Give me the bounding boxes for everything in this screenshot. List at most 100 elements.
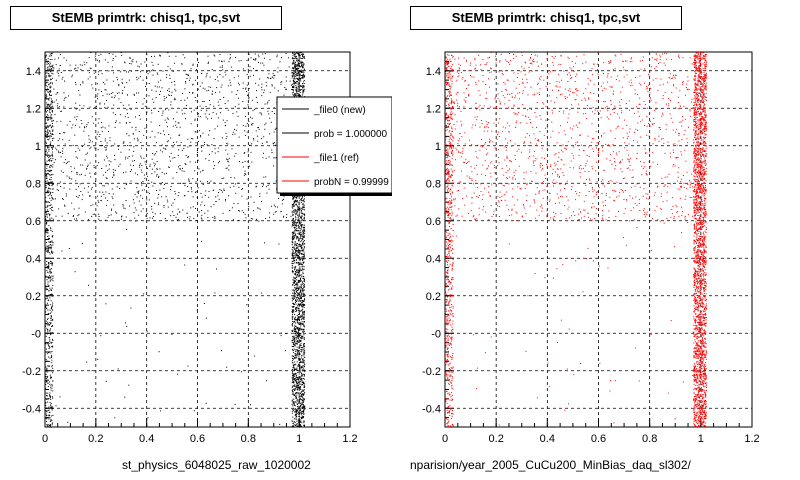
scatter-point bbox=[242, 82, 244, 84]
scatter-point bbox=[253, 68, 254, 70]
scatter-point bbox=[47, 110, 49, 112]
scatter-point bbox=[185, 82, 187, 84]
scatter-point bbox=[74, 218, 75, 220]
scatter-point bbox=[293, 258, 295, 260]
scatter-point bbox=[297, 85, 299, 87]
scatter-point bbox=[107, 169, 109, 171]
scatter-point bbox=[301, 389, 303, 391]
scatter-point bbox=[215, 113, 217, 115]
scatter-point bbox=[249, 75, 251, 77]
scatter-point bbox=[51, 247, 53, 249]
scatter-point bbox=[83, 130, 85, 132]
scatter-point bbox=[161, 144, 163, 146]
scatter-point bbox=[300, 246, 302, 248]
scatter-point bbox=[301, 335, 303, 337]
scatter-point bbox=[292, 366, 294, 368]
scatter-point bbox=[51, 126, 52, 128]
scatter-point bbox=[300, 89, 302, 91]
scatter-point bbox=[221, 84, 223, 86]
scatter-point bbox=[301, 243, 303, 245]
scatter-point bbox=[296, 349, 298, 351]
scatter-point bbox=[100, 195, 102, 197]
scatter-point bbox=[266, 141, 268, 143]
scatter-point bbox=[296, 335, 298, 337]
scatter-point bbox=[222, 119, 224, 121]
scatter-point bbox=[45, 417, 47, 419]
scatter-point bbox=[303, 387, 305, 389]
scatter-point bbox=[55, 93, 57, 95]
scatter-point bbox=[297, 88, 299, 90]
scatter-point bbox=[297, 337, 299, 339]
scatter-point bbox=[293, 289, 295, 291]
scatter-point bbox=[292, 376, 294, 378]
scatter-point bbox=[292, 233, 294, 235]
scatter-point bbox=[126, 109, 128, 111]
scatter-point bbox=[172, 157, 174, 159]
scatter-point bbox=[118, 85, 120, 87]
scatter-point bbox=[189, 91, 190, 93]
scatter-point bbox=[303, 232, 305, 234]
y-tick-label: -0 bbox=[31, 328, 41, 340]
scatter-point bbox=[46, 131, 48, 133]
scatter-point bbox=[146, 54, 148, 56]
scatter-point bbox=[291, 86, 293, 88]
scatter-point bbox=[297, 392, 299, 393]
scatter-point bbox=[293, 367, 295, 369]
scatter-point bbox=[245, 173, 247, 175]
scatter-point bbox=[234, 128, 235, 130]
scatter-point bbox=[235, 192, 237, 194]
scatter-point bbox=[304, 304, 306, 305]
scatter-point bbox=[47, 118, 49, 120]
scatter-point bbox=[292, 410, 294, 412]
scatter-point bbox=[68, 70, 70, 72]
scatter-point bbox=[226, 167, 228, 169]
scatter-point bbox=[300, 328, 302, 330]
scatter-point bbox=[296, 87, 298, 89]
scatter-point bbox=[297, 307, 299, 309]
scatter-point bbox=[49, 219, 51, 221]
scatter-point bbox=[47, 276, 49, 278]
scatter-point bbox=[69, 64, 71, 66]
x-tick-label: 0.2 bbox=[489, 433, 504, 445]
scatter-point bbox=[300, 202, 302, 203]
scatter-point bbox=[138, 190, 140, 192]
scatter-point bbox=[293, 217, 294, 219]
scatter-point bbox=[102, 126, 104, 128]
scatter-point bbox=[47, 251, 49, 253]
scatter-point bbox=[251, 124, 253, 126]
scatter-point bbox=[233, 77, 235, 79]
scatter-point bbox=[291, 410, 293, 412]
scatter-point bbox=[142, 181, 144, 182]
scatter-point bbox=[72, 144, 74, 146]
scatter-point bbox=[304, 405, 306, 407]
scatter-point bbox=[258, 84, 260, 86]
scatter-point bbox=[51, 58, 53, 60]
scatter-point bbox=[296, 320, 298, 322]
scatter-point bbox=[115, 220, 117, 221]
scatter-point bbox=[71, 178, 73, 180]
scatter-point bbox=[195, 100, 197, 102]
scatter-point bbox=[295, 308, 297, 310]
scatter-point bbox=[46, 297, 48, 299]
scatter-point bbox=[291, 412, 293, 414]
scatter-point bbox=[273, 74, 275, 76]
scatter-point bbox=[301, 338, 303, 340]
scatter-point bbox=[296, 413, 298, 415]
scatter-point bbox=[292, 86, 294, 88]
scatter-point bbox=[298, 379, 300, 380]
scatter-point bbox=[303, 325, 305, 327]
scatter-point bbox=[292, 52, 294, 54]
scatter-point bbox=[51, 364, 53, 366]
scatter-point bbox=[166, 117, 168, 119]
scatter-point bbox=[253, 138, 255, 139]
scatter-point bbox=[222, 212, 224, 214]
scatter-point bbox=[295, 221, 297, 223]
scatter-point bbox=[247, 94, 248, 96]
scatter-point bbox=[303, 251, 305, 253]
scatter-point bbox=[145, 185, 147, 187]
scatter-point bbox=[49, 169, 51, 171]
scatter-point bbox=[177, 154, 179, 156]
scatter-point bbox=[297, 293, 299, 295]
scatter-point bbox=[301, 412, 303, 414]
scatter-point bbox=[52, 157, 54, 159]
